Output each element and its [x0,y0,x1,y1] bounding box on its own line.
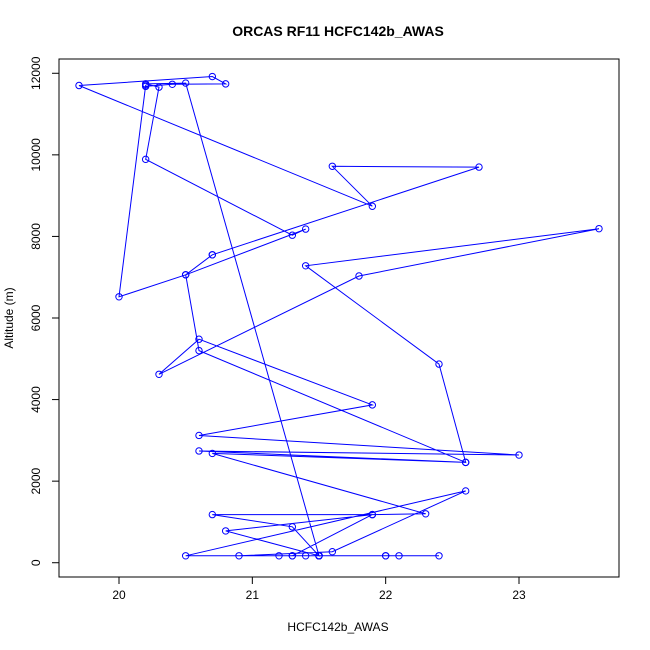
data-point [208,251,217,259]
data-point [328,162,337,170]
data-point [301,225,310,233]
data-point [275,552,283,560]
data-point [315,552,323,560]
x-tick-label: 20 [112,588,126,602]
chart-title: ORCAS RF11 HCFC142b_AWAS [232,23,444,39]
data-point [435,360,443,368]
data-point [328,548,337,556]
x-axis: 20 21 22 23 [112,576,526,602]
data-point [288,523,297,531]
data-point [181,271,190,279]
data-point [115,293,123,301]
y-tick-label: 8000 [29,223,43,250]
data-point [301,262,310,270]
data-point [221,80,230,88]
data-point [208,510,217,519]
data-point [595,224,603,233]
y-tick-label: 12000 [29,56,43,90]
data-point [368,202,377,210]
data-point [435,552,443,560]
data-point [181,79,190,87]
data-point [421,510,430,518]
y-tick-label: 2000 [29,467,43,494]
series-line [78,75,600,557]
data-point [221,527,230,535]
x-axis-label: HCFC142b_AWAS [287,620,388,634]
y-tick-label: 6000 [29,304,43,331]
data-point [141,155,150,164]
x-tick-label: 22 [379,588,393,602]
data-point [195,431,203,440]
data-point [381,552,390,560]
data-point [195,335,203,343]
data-point [368,401,377,409]
data-point [195,447,203,455]
data-point [181,552,190,560]
data-point [155,370,163,378]
y-axis-label: Altitude (m) [2,287,16,348]
data-point [75,81,83,90]
data-point [195,346,203,355]
x-tick-label: 21 [246,588,260,602]
data-point [288,231,297,239]
data-point [461,458,470,467]
y-tick-label: 10000 [29,138,43,172]
data-point [395,552,403,560]
data-point [288,552,297,560]
plot-frame [58,58,620,578]
data-point [208,449,217,458]
data-point [515,451,523,459]
plot-area [75,72,603,560]
data-point [475,163,483,171]
data-point [355,272,363,280]
data-point [368,510,377,519]
data-point [155,83,163,91]
data-point [235,552,243,560]
data-point [141,80,150,88]
x-tick-label: 23 [512,588,526,602]
y-axis: 0 2000 4000 6000 8000 10000 12000 [29,56,60,566]
data-point [461,487,470,495]
data-point [168,80,177,88]
y-tick-label: 0 [29,559,43,566]
y-tick-label: 4000 [29,386,43,413]
data-point [208,72,217,81]
data-point [301,552,310,560]
